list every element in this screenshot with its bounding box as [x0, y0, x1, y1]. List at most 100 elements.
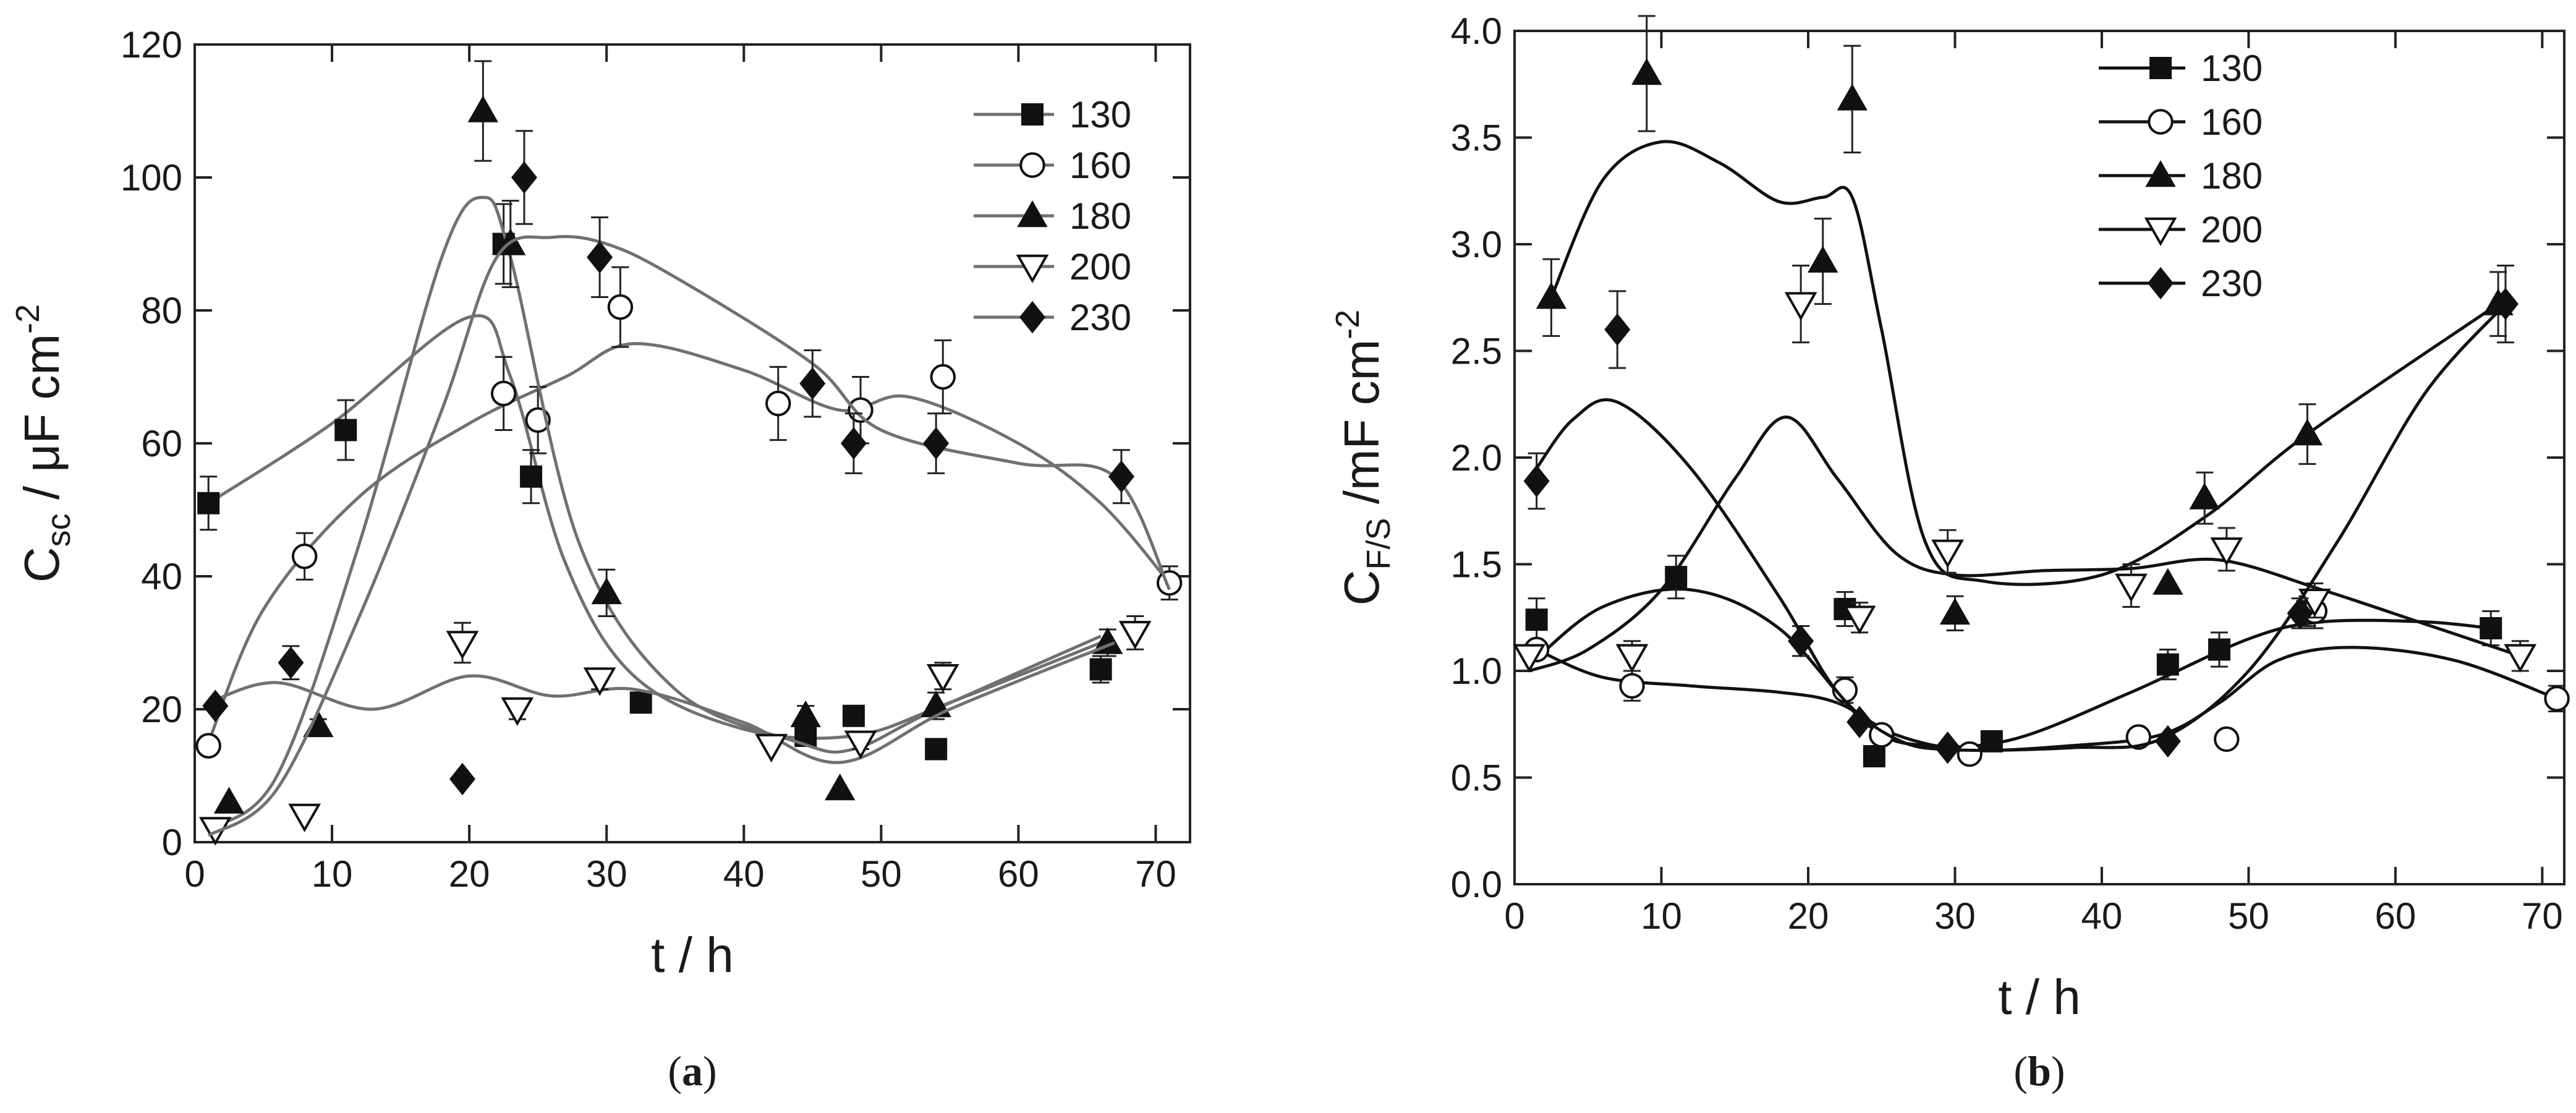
data-point-200 [1843, 605, 1876, 634]
data-point-230 [799, 367, 826, 400]
legend-label-230: 230 [1069, 297, 1131, 338]
y-tick-label: 100 [121, 157, 182, 198]
fit-curve-200 [208, 641, 1115, 764]
data-point-230 [2287, 597, 2313, 630]
series-160 [195, 266, 1183, 759]
fit-curve-180 [1550, 140, 2499, 586]
y-tick-label: 20 [141, 689, 182, 730]
x-tick-label: 30 [586, 853, 627, 895]
x-tick-label: 70 [2522, 895, 2563, 937]
fit-curve-160 [1536, 646, 2557, 752]
data-point-230 [1523, 464, 1550, 498]
data-point-160 [2125, 724, 2152, 750]
data-point-130 [520, 465, 543, 488]
data-point-180 [591, 577, 622, 605]
fit-curve-130 [1536, 587, 2491, 749]
panel-label: (a) [668, 1047, 716, 1094]
data-point-160 [1957, 741, 1983, 767]
data-point-130 [2156, 653, 2179, 676]
y-axis-title: Csc / μF cm-2 [9, 304, 77, 582]
legend-label-180: 180 [1069, 195, 1131, 237]
legend-marker-160 [1019, 152, 1045, 178]
data-point-230 [1934, 731, 1961, 764]
y-axis-title: CF/S /mF cm-2 [1329, 310, 1397, 606]
legend-label-160: 160 [1069, 145, 1131, 186]
data-point-130 [2480, 617, 2502, 639]
legend-marker-200 [1016, 254, 1049, 283]
legend-label-130: 130 [1069, 94, 1131, 135]
data-point-200 [2115, 573, 2148, 602]
y-tick-label: 0.5 [1451, 757, 1502, 799]
fit-curve-160 [206, 342, 1171, 743]
series-230 [1523, 265, 2519, 764]
data-point-160 [2214, 726, 2240, 753]
data-point-230 [2493, 288, 2519, 320]
data-point-160 [291, 544, 318, 569]
data-point-130 [1665, 566, 1688, 589]
data-point-230 [1604, 313, 1631, 346]
data-point-130 [925, 738, 948, 761]
data-point-130 [197, 492, 220, 514]
data-point-160 [1156, 570, 1183, 596]
data-point-230 [1847, 706, 1873, 739]
x-tick-label: 60 [998, 853, 1039, 895]
y-tick-label: 3.5 [1451, 117, 1502, 159]
x-tick-label: 70 [1135, 853, 1176, 895]
legend-marker-130 [2149, 57, 2172, 79]
data-point-180 [2153, 568, 2183, 595]
data-point-160 [2544, 686, 2570, 712]
x-tick-label: 0 [184, 853, 205, 895]
fit-curve-130 [207, 314, 1102, 740]
legend-marker-160 [2148, 109, 2174, 135]
data-point-130 [1525, 608, 1548, 631]
data-point-200 [446, 631, 479, 660]
data-point-200 [844, 730, 877, 759]
data-point-130 [2208, 638, 2230, 661]
fit-curve-230 [1535, 302, 2507, 753]
panel-label: (b) [2013, 1047, 2065, 1094]
x-tick-label: 50 [861, 853, 902, 895]
data-point-160 [1619, 673, 1645, 699]
data-point-180 [1939, 597, 1971, 625]
y-tick-label: 0 [162, 822, 182, 863]
x-tick-label: 10 [312, 853, 353, 895]
data-point-200 [288, 803, 321, 832]
x-tick-label: 20 [1788, 895, 1829, 937]
data-point-230 [511, 161, 537, 194]
data-point-160 [848, 397, 874, 423]
legend-label-230: 230 [2201, 263, 2263, 304]
y-tick-label: 3.0 [1451, 224, 1502, 265]
data-point-130 [629, 691, 652, 714]
series-130 [1525, 555, 2502, 767]
x-tick-label: 40 [723, 853, 765, 895]
data-point-230 [1788, 625, 1814, 657]
data-point-180 [1808, 245, 1838, 273]
y-tick-label: 2.5 [1451, 331, 1502, 372]
series-200 [1513, 265, 2537, 673]
plot-frame [1513, 30, 2565, 885]
data-point-180 [467, 95, 499, 122]
legend-marker-180 [1017, 200, 1048, 228]
x-axis-title: t / h [651, 927, 733, 983]
y-tick-label: 0.0 [1451, 864, 1502, 905]
legend-marker-130 [1021, 103, 1044, 126]
legend-marker-230 [1019, 301, 1046, 334]
data-point-230 [278, 646, 304, 680]
data-point-230 [202, 689, 229, 722]
legend-marker-200 [2144, 217, 2177, 246]
y-tick-label: 80 [141, 290, 182, 331]
data-point-180 [1837, 83, 1868, 111]
legend-label-160: 160 [2201, 101, 2263, 143]
y-tick-label: 60 [141, 423, 182, 464]
data-point-200 [1118, 621, 1152, 650]
data-point-200 [2298, 588, 2331, 618]
data-point-180 [790, 700, 821, 727]
data-point-180 [2292, 419, 2323, 446]
x-axis-title: t / h [1998, 970, 2080, 1025]
y-tick-label: 40 [141, 556, 182, 597]
legend-marker-230 [2147, 267, 2174, 300]
data-point-200 [501, 697, 534, 726]
x-tick-label: 50 [2228, 895, 2269, 937]
x-tick-label: 30 [1934, 895, 1976, 937]
